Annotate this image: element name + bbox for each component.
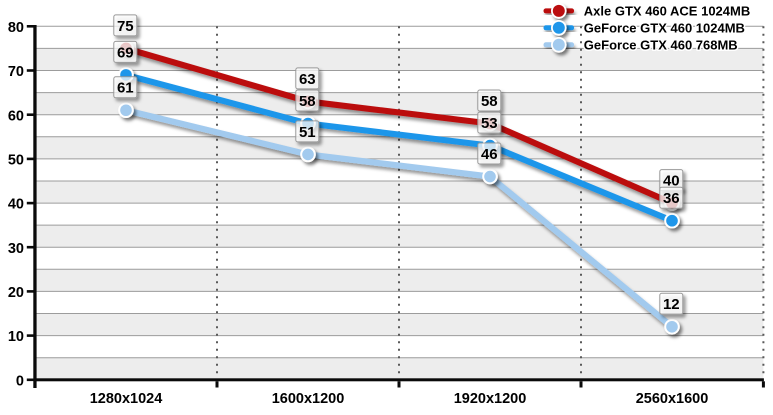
- svg-text:70: 70: [8, 64, 24, 80]
- svg-text:1600x1200: 1600x1200: [272, 391, 345, 407]
- svg-text:10: 10: [8, 329, 24, 345]
- svg-text:20: 20: [8, 285, 24, 301]
- svg-text:0: 0: [16, 373, 24, 389]
- svg-text:80: 80: [8, 20, 24, 36]
- svg-text:12: 12: [663, 296, 680, 313]
- svg-text:46: 46: [481, 146, 498, 163]
- svg-text:2560x1600: 2560x1600: [636, 391, 709, 407]
- svg-text:40: 40: [663, 173, 680, 190]
- svg-text:GeForce GTX 460 1024MB: GeForce GTX 460 1024MB: [584, 21, 745, 36]
- svg-text:30: 30: [8, 241, 24, 257]
- svg-text:58: 58: [481, 93, 498, 110]
- svg-text:61: 61: [117, 80, 134, 97]
- svg-text:69: 69: [117, 44, 134, 61]
- svg-text:1920x1200: 1920x1200: [454, 391, 527, 407]
- svg-text:GeForce GTX 460 768MB: GeForce GTX 460 768MB: [584, 38, 738, 53]
- svg-text:Axle GTX 460 ACE 1024MB: Axle GTX 460 ACE 1024MB: [584, 4, 750, 19]
- svg-text:58: 58: [299, 93, 316, 110]
- svg-text:1280x1024: 1280x1024: [90, 391, 163, 407]
- svg-text:53: 53: [481, 115, 498, 132]
- svg-text:50: 50: [8, 153, 24, 169]
- svg-text:40: 40: [8, 197, 24, 213]
- svg-text:63: 63: [299, 71, 316, 88]
- svg-text:60: 60: [8, 108, 24, 124]
- svg-text:36: 36: [663, 190, 680, 207]
- svg-text:75: 75: [117, 18, 134, 35]
- svg-text:51: 51: [299, 124, 316, 141]
